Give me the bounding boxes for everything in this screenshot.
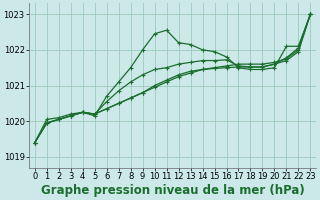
X-axis label: Graphe pression niveau de la mer (hPa): Graphe pression niveau de la mer (hPa): [41, 184, 304, 197]
